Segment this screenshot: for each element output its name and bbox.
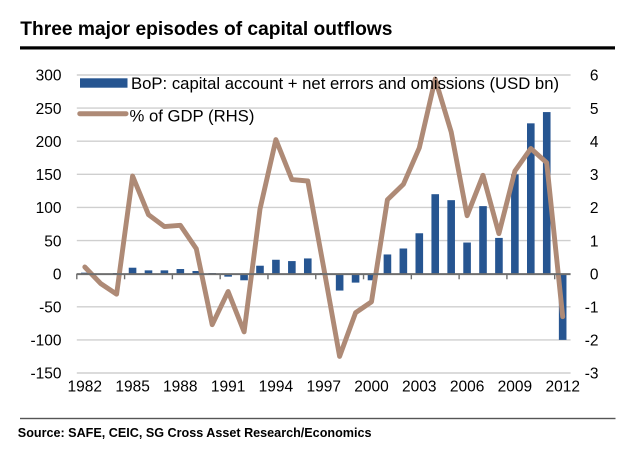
- svg-text:Three major episodes of capita: Three major episodes of capital outflows: [20, 19, 392, 40]
- svg-text:BoP: capital account + net err: BoP: capital account + net errors and om…: [131, 74, 559, 93]
- svg-text:2006: 2006: [450, 378, 484, 395]
- svg-text:2: 2: [590, 200, 599, 217]
- svg-text:-3: -3: [585, 366, 599, 383]
- svg-text:-50: -50: [39, 300, 62, 317]
- svg-text:200: 200: [36, 134, 62, 151]
- svg-text:3: 3: [590, 167, 599, 184]
- svg-text:-2: -2: [585, 333, 599, 350]
- svg-text:-150: -150: [30, 366, 61, 383]
- svg-text:2003: 2003: [402, 378, 436, 395]
- svg-text:Source: SAFE, CEIC, SG Cross A: Source: SAFE, CEIC, SG Cross Asset Resea…: [18, 426, 372, 440]
- svg-text:50: 50: [44, 233, 62, 250]
- svg-text:1994: 1994: [259, 378, 294, 395]
- svg-text:1991: 1991: [211, 378, 245, 395]
- svg-text:100: 100: [36, 200, 62, 217]
- svg-text:150: 150: [36, 167, 62, 184]
- svg-text:-1: -1: [585, 300, 599, 317]
- svg-text:2000: 2000: [354, 378, 389, 395]
- svg-text:0: 0: [590, 266, 599, 283]
- svg-text:-100: -100: [30, 333, 61, 350]
- svg-text:4: 4: [590, 134, 599, 151]
- svg-text:300: 300: [36, 68, 62, 85]
- svg-text:1988: 1988: [163, 378, 197, 395]
- svg-text:% of GDP (RHS): % of GDP (RHS): [130, 107, 255, 126]
- svg-text:2009: 2009: [498, 378, 532, 395]
- svg-text:1997: 1997: [306, 378, 340, 395]
- svg-text:5: 5: [590, 101, 599, 118]
- svg-text:1: 1: [590, 233, 599, 250]
- svg-text:0: 0: [53, 266, 62, 283]
- svg-text:1985: 1985: [115, 378, 149, 395]
- svg-text:6: 6: [590, 68, 599, 85]
- svg-text:2012: 2012: [545, 378, 579, 395]
- svg-text:250: 250: [36, 101, 62, 118]
- svg-text:1982: 1982: [68, 378, 102, 395]
